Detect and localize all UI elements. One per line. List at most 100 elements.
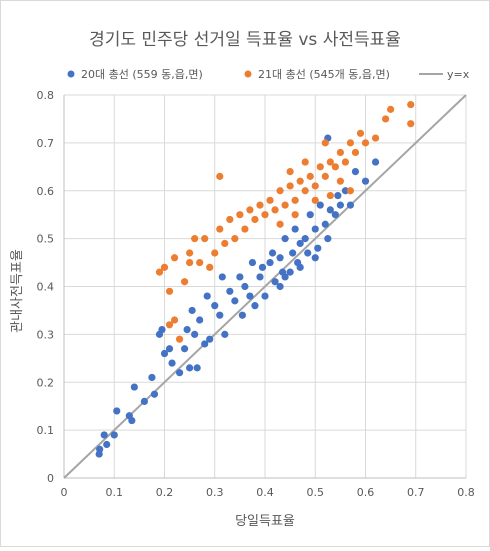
x-tick-label: 0.3 [206,486,224,499]
data-point-series-2 [286,182,294,190]
data-point-series-1 [256,273,264,281]
data-point-series-1 [341,187,349,195]
data-point-series-1 [96,445,104,453]
data-point-series-2 [261,211,269,219]
x-tick-label: 0.7 [407,486,425,499]
data-point-series-1 [306,211,314,219]
data-point-series-2 [221,239,229,248]
data-point-series-2 [165,287,174,295]
data-point-series-2 [266,196,274,204]
data-point-series-1 [296,239,304,248]
data-point-series-1 [221,330,229,338]
data-point-series-2 [387,105,395,113]
data-point-series-1 [128,416,136,425]
data-point-series-1 [181,345,189,353]
data-point-series-1 [191,330,199,338]
y-tick-label: 0.7 [37,137,55,150]
x-axis-title: 당일득표율 [235,514,295,529]
data-point-series-2 [321,172,329,180]
data-point-series-2 [306,172,314,180]
data-point-series-1 [336,201,344,209]
data-point-series-1 [168,359,176,367]
data-point-series-2 [216,225,224,233]
data-point-series-1 [238,311,246,319]
data-point-series-2 [186,258,194,267]
data-point-series-2 [226,215,234,224]
data-point-series-2 [211,249,219,257]
data-point-series-2 [276,220,284,228]
data-point-series-1 [183,325,191,334]
y-tick-label: 0 [47,472,54,485]
data-point-series-1 [351,168,360,176]
data-point-series-1 [289,249,297,257]
data-point-series-1 [301,235,309,243]
data-point-series-1 [100,431,108,439]
data-point-series-1 [203,292,211,300]
data-point-series-1 [113,407,121,415]
data-point-series-2 [206,263,214,271]
data-point-series-1 [226,287,234,295]
y-tick-label: 0.6 [37,185,55,198]
x-tick-label: 0.4 [256,486,274,499]
data-point-series-1 [321,220,329,228]
data-point-series-1 [160,349,169,358]
data-point-series-1 [186,364,194,372]
data-point-series-2 [165,321,174,329]
y-tick-label: 0.5 [37,233,55,246]
data-point-series-2 [236,211,244,219]
y-tick-label: 0.3 [37,328,55,341]
data-point-series-1 [188,306,196,315]
data-point-series-1 [268,249,277,257]
data-point-series-1 [251,302,259,310]
data-point-series-1 [371,158,380,166]
data-point-series-1 [276,254,284,262]
data-point-series-2 [170,316,179,324]
legend-label-series-2: 21대 총선 (545개 동,읍,면) [258,68,390,81]
data-point-series-1 [324,235,332,243]
data-point-series-1 [236,273,244,281]
data-point-series-2 [351,148,360,157]
data-point-series-1 [276,282,284,291]
data-point-series-1 [130,383,138,391]
data-point-series-1 [334,191,342,200]
x-tick-label: 0.1 [106,486,124,499]
data-point-series-2 [196,258,204,267]
data-point-series-1 [248,258,257,267]
data-point-series-2 [311,196,319,204]
data-point-series-1 [175,369,184,377]
data-point-series-2 [301,187,309,195]
x-tick-label: 0.8 [457,486,475,499]
data-point-series-1 [258,263,267,271]
data-point-series-2 [331,163,339,171]
data-point-series-1 [231,297,239,305]
data-point-series-1 [193,364,201,372]
data-point-series-2 [191,235,199,243]
x-tick-label: 0 [61,486,68,499]
data-point-series-2 [291,196,299,204]
data-point-series-2 [216,172,224,180]
data-point-series-2 [281,201,289,209]
y-tick-label: 0.1 [37,424,55,437]
data-point-series-2 [336,177,344,185]
data-point-series-1 [206,335,214,343]
data-point-series-1 [216,311,224,319]
data-point-series-2 [155,268,164,276]
data-point-series-2 [361,139,370,147]
data-point-series-2 [326,158,334,166]
data-point-series-2 [346,139,355,147]
data-point-series-2 [241,225,249,233]
y-axis-title: 관내사전득표율 [10,249,25,333]
x-tick-label: 0.5 [307,486,325,499]
data-point-series-1 [271,278,279,286]
data-point-series-2 [246,206,254,214]
data-points [95,100,415,458]
data-point-series-2 [186,249,194,257]
legend-marker-series-2 [244,70,252,78]
data-point-series-1 [311,254,319,262]
tick-labels: 0 0.1 0.2 0.3 0.4 0.5 0.6 0.7 0.8 0 0.1 0.2 0.3 0.4 0.… [37,89,475,499]
data-point-series-1 [201,340,209,348]
data-point-series-2 [301,158,309,166]
legend-marker-series-1 [67,70,75,78]
